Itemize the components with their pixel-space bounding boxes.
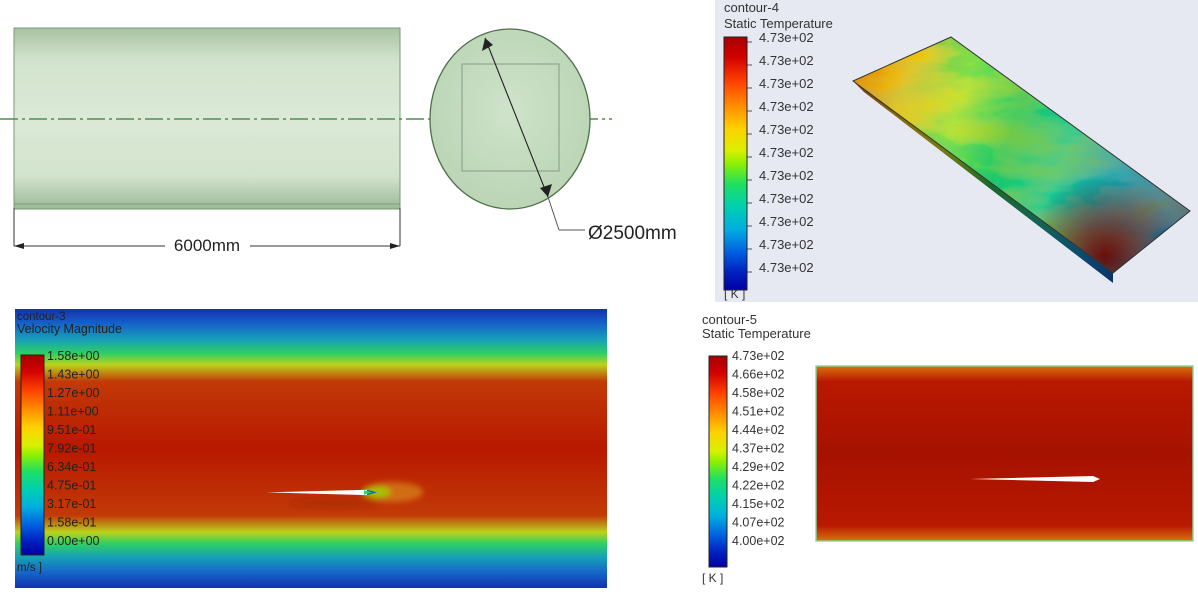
svg-text:4.73e+02: 4.73e+02 bbox=[759, 191, 814, 206]
svg-text:1.58e-01: 1.58e-01 bbox=[47, 516, 96, 530]
svg-text:Ø2500mm: Ø2500mm bbox=[588, 223, 677, 244]
svg-text:m/s ]: m/s ] bbox=[17, 562, 42, 574]
svg-text:1.43e+00: 1.43e+00 bbox=[47, 368, 100, 382]
svg-text:contour-5: contour-5 bbox=[702, 312, 757, 327]
svg-text:3.17e-01: 3.17e-01 bbox=[47, 497, 96, 511]
svg-text:9.51e-01: 9.51e-01 bbox=[47, 423, 96, 437]
svg-text:4.73e+02: 4.73e+02 bbox=[759, 53, 814, 68]
svg-text:[ K ]: [ K ] bbox=[724, 287, 745, 301]
svg-text:4.73e+02: 4.73e+02 bbox=[759, 237, 814, 252]
svg-text:7.92e-01: 7.92e-01 bbox=[47, 442, 96, 456]
svg-text:4.73e+02: 4.73e+02 bbox=[759, 260, 814, 275]
svg-text:4.44e+02: 4.44e+02 bbox=[732, 423, 785, 437]
svg-text:[ K ]: [ K ] bbox=[702, 571, 723, 585]
svg-text:4.66e+02: 4.66e+02 bbox=[732, 368, 785, 382]
svg-text:4.73e+02: 4.73e+02 bbox=[759, 30, 814, 45]
svg-text:1.11e+00: 1.11e+00 bbox=[47, 405, 99, 419]
svg-text:1.27e+00: 1.27e+00 bbox=[47, 386, 100, 400]
svg-text:6.34e-01: 6.34e-01 bbox=[47, 460, 96, 474]
svg-text:4.07e+02: 4.07e+02 bbox=[732, 516, 785, 530]
svg-text:4.22e+02: 4.22e+02 bbox=[732, 479, 785, 493]
svg-text:1.58e+00: 1.58e+00 bbox=[47, 349, 100, 363]
svg-text:Static Temperature: Static Temperature bbox=[724, 16, 833, 31]
svg-text:4.73e+02: 4.73e+02 bbox=[732, 349, 785, 363]
svg-text:4.58e+02: 4.58e+02 bbox=[732, 386, 785, 400]
svg-text:4.00e+02: 4.00e+02 bbox=[732, 534, 785, 548]
svg-text:4.73e+02: 4.73e+02 bbox=[759, 214, 814, 229]
svg-text:4.37e+02: 4.37e+02 bbox=[732, 442, 785, 456]
svg-text:4.75e-01: 4.75e-01 bbox=[47, 479, 96, 493]
svg-text:4.15e+02: 4.15e+02 bbox=[732, 497, 785, 511]
svg-text:4.73e+02: 4.73e+02 bbox=[759, 145, 814, 160]
svg-text:Velocity Magnitude: Velocity Magnitude bbox=[17, 322, 122, 336]
svg-text:4.51e+02: 4.51e+02 bbox=[732, 405, 785, 419]
svg-text:4.73e+02: 4.73e+02 bbox=[759, 168, 814, 183]
svg-text:0.00e+00: 0.00e+00 bbox=[47, 534, 100, 548]
svg-text:contour-4: contour-4 bbox=[724, 0, 779, 15]
svg-text:4.73e+02: 4.73e+02 bbox=[759, 76, 814, 91]
svg-text:4.73e+02: 4.73e+02 bbox=[759, 99, 814, 114]
svg-text:Static Temperature: Static Temperature bbox=[702, 326, 811, 341]
svg-text:4.73e+02: 4.73e+02 bbox=[759, 122, 814, 137]
svg-text:4.29e+02: 4.29e+02 bbox=[732, 460, 785, 474]
svg-text:6000mm: 6000mm bbox=[174, 236, 240, 255]
